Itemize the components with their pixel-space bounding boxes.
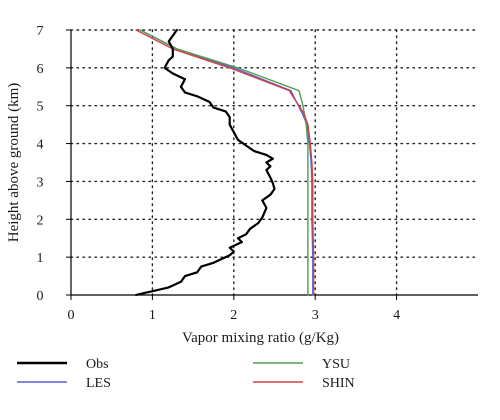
- y-tick-label-5: 5: [37, 100, 44, 115]
- series-line-les: [139, 29, 314, 296]
- x-tick-label-4: 4: [393, 308, 400, 323]
- y-tick-label-6: 6: [37, 62, 44, 77]
- y-tick-label-3: 3: [37, 175, 44, 190]
- x-tick-label-1: 1: [149, 308, 156, 323]
- axes: [66, 29, 478, 300]
- y-axis-title: Height above ground (km): [6, 83, 22, 243]
- series-line-obs: [135, 28, 276, 297]
- y-tick-label-1: 1: [37, 251, 44, 266]
- legend: Obs LES YSU SHIN: [17, 357, 355, 391]
- legend-label-obs: Obs: [86, 357, 109, 372]
- y-tick-label-4: 4: [37, 138, 44, 153]
- series-line-ysu: [139, 29, 309, 296]
- plot-series: [135, 28, 315, 297]
- x-tick-label-0: 0: [68, 308, 75, 323]
- grid: [70, 29, 479, 296]
- y-tick-label-0: 0: [37, 289, 44, 304]
- legend-label-shin: SHIN: [322, 376, 355, 391]
- y-tick-label-7: 7: [37, 24, 44, 39]
- y-tick-label-2: 2: [37, 213, 44, 228]
- x-tick-label-3: 3: [312, 308, 319, 323]
- x-tick-label-2: 2: [230, 308, 237, 323]
- series-line-shin: [135, 29, 315, 296]
- legend-label-ysu: YSU: [322, 357, 350, 372]
- x-axis-title: Vapor mixing ratio (g/Kg): [182, 330, 339, 346]
- legend-label-les: LES: [86, 376, 111, 391]
- tick-labels: 0 1 2 3 4 0 1 2 3 4 5 6 7: [37, 24, 401, 323]
